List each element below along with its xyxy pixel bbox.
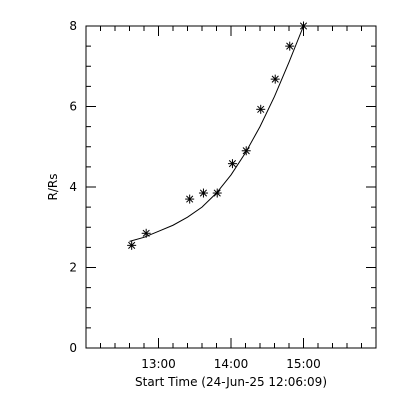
x-axis-ticks <box>100 26 362 348</box>
y-tick-label: 4 <box>69 180 77 194</box>
data-point-marker <box>256 104 266 114</box>
y-tick-label: 2 <box>69 261 77 275</box>
data-point-marker <box>198 188 208 198</box>
x-axis-tick-labels: 13:00 14:00 15:00 <box>141 357 321 371</box>
x-tick-label: 14:00 <box>214 357 249 371</box>
data-point-marker <box>227 159 237 169</box>
data-point-marker <box>285 41 295 51</box>
y-tick-label: 6 <box>69 100 77 114</box>
y-axis-title: R/Rs <box>46 174 60 201</box>
data-point-marker <box>241 146 251 156</box>
x-tick-label: 13:00 <box>141 357 176 371</box>
data-point-marker <box>127 240 137 250</box>
data-point-marker <box>212 188 222 198</box>
y-axis-tick-labels: 0 2 4 6 8 <box>69 19 77 355</box>
data-point-marker <box>185 194 195 204</box>
plot-frame <box>85 25 377 349</box>
y-tick-label: 0 <box>69 341 77 355</box>
y-tick-label: 8 <box>69 19 77 33</box>
data-point-marker <box>299 21 308 31</box>
data-point-marker <box>270 74 280 84</box>
y-axis-ticks <box>86 25 376 349</box>
fit-curve <box>129 25 304 242</box>
data-markers <box>127 21 308 250</box>
x-axis-title: Start Time (24-Jun-25 12:06:09) <box>135 375 327 389</box>
data-point-marker <box>141 228 151 238</box>
x-tick-label: 15:00 <box>286 357 321 371</box>
